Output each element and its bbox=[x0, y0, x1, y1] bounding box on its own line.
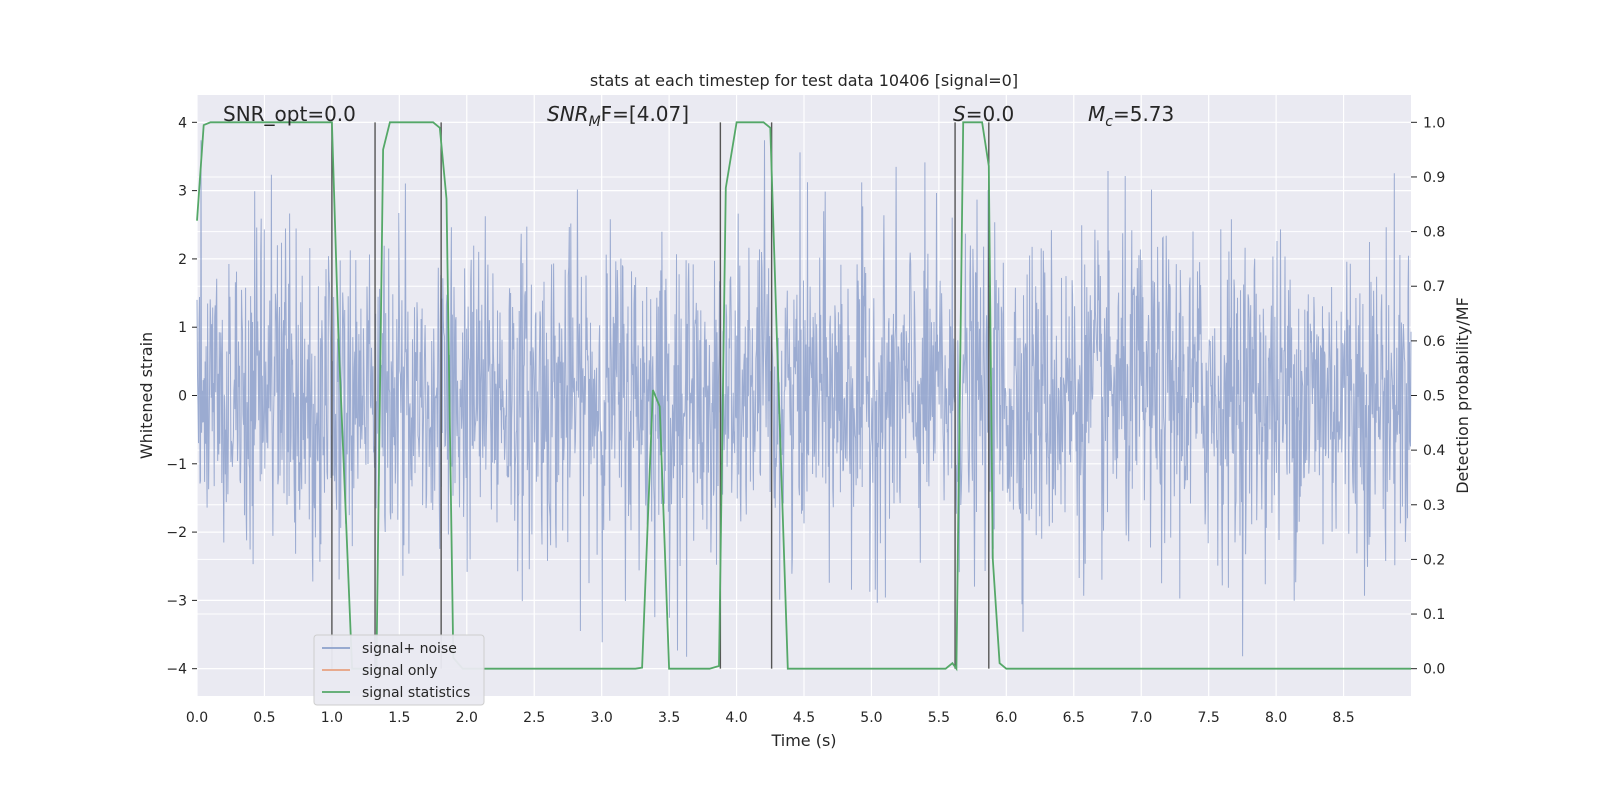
annotation-s-stat: S=0.0 bbox=[953, 102, 1014, 126]
y-tick-6: −2 bbox=[166, 525, 187, 541]
y2-tick-labels: 1.0 0.9 0.8 0.7 0.6 0.5 0.4 0.3 0.2 0.1 0.0 bbox=[1411, 115, 1445, 678]
series-signal-noise bbox=[196, 140, 1412, 657]
y2-tick-3: 0.7 bbox=[1423, 279, 1445, 295]
x-tick-11: 5.5 bbox=[928, 710, 950, 726]
y-tick-3: 1 bbox=[178, 320, 187, 336]
legend: signal+ noise signal only signal statistic… bbox=[313, 634, 485, 706]
legend-box bbox=[313, 634, 485, 706]
y2-tick-5: 0.5 bbox=[1423, 389, 1445, 405]
x-tick-1: 0.5 bbox=[253, 710, 275, 726]
x-tick-8: 4.0 bbox=[725, 710, 747, 726]
y2-tick-10: 0.0 bbox=[1423, 662, 1445, 678]
y2-tick-1: 0.9 bbox=[1423, 170, 1445, 186]
y2-tick-0: 1.0 bbox=[1423, 115, 1445, 131]
annotation-snr-opt: SNR_opt=0.0 bbox=[223, 102, 356, 126]
x-tick-9: 4.5 bbox=[793, 710, 815, 726]
x-tick-labels: 0.0 0.5 1.0 1.5 2.0 2.5 3.0 3.5 4.0 4.5 5.0 5.5 6.0 6… bbox=[186, 710, 1355, 726]
x-tick-4: 2.0 bbox=[456, 710, 478, 726]
x-tick-6: 3.0 bbox=[591, 710, 613, 726]
y-axis-label: Whitened strain bbox=[137, 332, 156, 459]
y2-tick-8: 0.2 bbox=[1423, 552, 1445, 568]
y-tick-8: −4 bbox=[166, 662, 187, 678]
x-tick-13: 6.5 bbox=[1063, 710, 1085, 726]
signal-noise-line bbox=[196, 140, 1412, 657]
y-tick-1: 3 bbox=[178, 184, 187, 200]
x-tick-16: 8.0 bbox=[1265, 710, 1287, 726]
annotation-mc: Mc=5.73 bbox=[1088, 102, 1174, 130]
y2-tick-6: 0.4 bbox=[1423, 443, 1445, 459]
x-tick-3: 1.5 bbox=[388, 710, 410, 726]
x-tick-5: 2.5 bbox=[523, 710, 545, 726]
y-tick-labels: 4 3 2 1 0 −1 −2 −3 −4 bbox=[166, 115, 197, 678]
annotation-snr-mf: SNRMF=[4.07] bbox=[547, 102, 689, 130]
y-tick-5: −1 bbox=[166, 457, 187, 473]
y-tick-2: 2 bbox=[178, 252, 187, 268]
y2-tick-4: 0.6 bbox=[1423, 334, 1445, 350]
y2-tick-2: 0.8 bbox=[1423, 225, 1445, 241]
x-tick-2: 1.0 bbox=[321, 710, 343, 726]
x-tick-12: 6.0 bbox=[995, 710, 1017, 726]
legend-label-0: signal+ noise bbox=[362, 641, 457, 657]
legend-label-1: signal only bbox=[362, 663, 437, 679]
x-tick-0: 0.0 bbox=[186, 710, 208, 726]
y-tick-7: −3 bbox=[166, 593, 187, 609]
y2-tick-7: 0.3 bbox=[1423, 498, 1445, 514]
x-tick-10: 5.0 bbox=[860, 710, 882, 726]
y2-axis-label: Detection probability/MF bbox=[1453, 297, 1472, 494]
y-tick-4: 0 bbox=[178, 389, 187, 405]
x-tick-15: 7.5 bbox=[1198, 710, 1220, 726]
y-tick-0: 4 bbox=[178, 115, 187, 131]
x-axis-label: Time (s) bbox=[770, 731, 836, 750]
legend-label-2: signal statistics bbox=[362, 685, 470, 701]
chart-title: stats at each timestep for test data 104… bbox=[590, 71, 1018, 90]
x-tick-17: 8.5 bbox=[1332, 710, 1354, 726]
annotations: SNR_opt=0.0 SNRMF=[4.07] S=0.0 Mc=5.73 bbox=[223, 102, 1174, 130]
y2-tick-9: 0.1 bbox=[1423, 607, 1445, 623]
x-tick-14: 7.0 bbox=[1130, 710, 1152, 726]
x-tick-7: 3.5 bbox=[658, 710, 680, 726]
